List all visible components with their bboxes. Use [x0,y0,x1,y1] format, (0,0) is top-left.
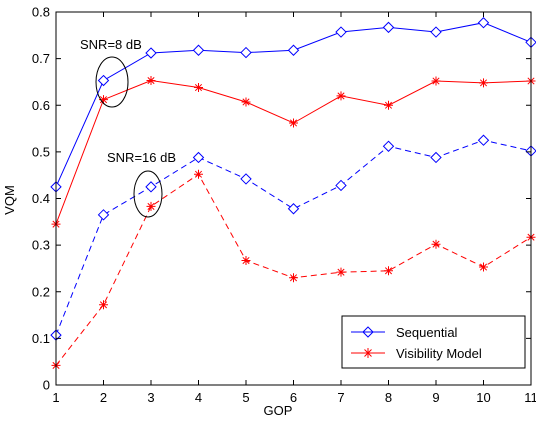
y-tick-label: 0.6 [32,98,50,113]
y-tick-label: 0.7 [32,51,50,66]
data-point-sequential-snr8 [240,46,252,59]
legend-label-visibility-model: Visibility Model [396,346,482,361]
data-point-sequential-snr16 [382,140,395,152]
data-point-sequential-snr8 [287,44,300,56]
y-tick-label: 0 [43,378,50,393]
x-tick-label: 7 [337,390,344,405]
data-point-visibility-model-snr8 [99,95,108,105]
x-tick-label: 10 [476,390,490,405]
data-point-visibility-model-snr16 [431,239,441,249]
y-tick-label: 0.4 [32,191,50,206]
data-point-visibility-model-snr16 [194,169,203,179]
y-tick-label: 0.3 [32,238,50,253]
data-point-visibility-model-snr16 [384,266,393,276]
data-point-sequential-snr8 [335,26,347,38]
data-point-sequential-snr16 [335,179,347,192]
series-line-sequential-snr16 [55,139,532,336]
legend-marker-sequential-diamond-icon [362,326,374,338]
data-point-visibility-model-snr16 [336,267,346,277]
series-sequential-snr16 [50,134,536,341]
legend: Sequential Visibility Model [341,315,526,369]
y-tick-label: 0.5 [32,144,50,159]
data-point-sequential-snr8 [382,21,395,34]
x-tick-label: 1 [52,390,59,405]
legend-label-sequential: Sequential [396,325,458,340]
annotation-snr-8db: SNR=8 dB [80,37,142,52]
data-point-visibility-model-snr16 [479,262,488,272]
data-point-visibility-model-snr16 [99,300,108,310]
x-axis-title: GOP [264,403,293,418]
data-point-visibility-model-snr8 [479,78,488,88]
x-tick-label: 4 [195,390,202,405]
series-layer [50,17,536,370]
data-point-sequential-snr16 [240,173,252,185]
data-point-sequential-snr8 [97,74,110,87]
y-axis-title: VQM [2,185,17,215]
x-tick-label: 2 [100,390,107,405]
data-point-sequential-snr16 [430,151,442,164]
x-tick-label: 9 [432,390,439,405]
data-point-sequential-snr8 [192,44,205,56]
data-point-sequential-snr16 [97,209,110,221]
data-point-visibility-model-snr16 [289,273,298,283]
data-point-visibility-model-snr8 [194,83,203,93]
annotation-snr-8db-ellipse [95,56,129,108]
x-tick-label: 3 [147,390,154,405]
data-point-visibility-model-snr16 [146,201,156,211]
data-point-sequential-snr8 [477,17,490,29]
x-tick-label: 8 [385,390,392,405]
data-point-sequential-snr16 [477,134,490,146]
annotation-snr-16db: SNR=16 dB [107,150,176,165]
data-point-visibility-model-snr8 [431,76,441,86]
legend-box [341,315,526,369]
data-point-sequential-snr16 [192,151,205,164]
y-tick-label: 0.1 [32,331,50,346]
data-point-sequential-snr8 [430,26,442,38]
data-point-visibility-model-snr8 [289,118,298,128]
data-point-visibility-model-snr8 [146,76,156,86]
data-point-visibility-model-snr8 [384,100,393,110]
data-point-visibility-model-snr8 [336,91,346,101]
legend-marker-visibility-star-icon [363,348,373,358]
y-tick-label: 0.2 [32,284,50,299]
data-point-visibility-model-snr8 [241,97,251,107]
data-point-sequential-snr16 [287,203,300,215]
annotation-snr-16db-ellipse [133,170,163,218]
data-point-visibility-model-snr16 [241,256,251,266]
x-tick-label: 11 [524,390,536,405]
y-tick-label: 0.8 [32,5,50,20]
data-point-sequential-snr8 [145,47,157,59]
x-tick-label: 6 [290,390,297,405]
data-point-sequential-snr16 [145,181,157,193]
x-tick-label: 5 [242,390,249,405]
axes-layer: 1 2 3 4 5 6 7 8 9 10 11 0 0.1 0.2 0.3 0.4 0.5 0.6 0.7 0.8 [32,5,536,406]
